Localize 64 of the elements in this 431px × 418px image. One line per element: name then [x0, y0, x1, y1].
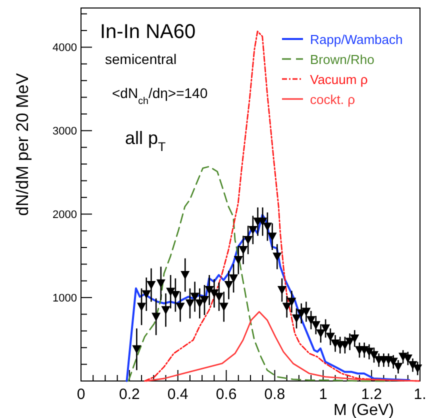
point: [248, 226, 258, 234]
point: [326, 332, 335, 342]
point: [287, 298, 296, 306]
point: [180, 271, 190, 280]
point: [292, 314, 302, 323]
point: [306, 316, 316, 325]
point: [408, 361, 418, 370]
point: [262, 222, 272, 232]
line-series: [145, 311, 420, 382]
point: [302, 308, 311, 316]
point: [244, 236, 253, 244]
x-tick-label: 1.: [414, 386, 426, 403]
point: [413, 364, 422, 373]
point: [161, 306, 170, 315]
annotation: <dN$_{ch}$/dη>=140: [112, 85, 208, 106]
x-axis-title: M (GeV): [334, 402, 394, 418]
point: [176, 302, 185, 312]
point: [282, 302, 292, 312]
x-tick-label: 1.2: [361, 386, 382, 403]
y-tick-label: 4000: [52, 42, 77, 54]
point: [268, 232, 277, 242]
legend-label: Rapp/Wambach: [310, 32, 403, 47]
x-tick-label: 0.2: [119, 386, 140, 403]
point: [224, 281, 234, 290]
point: [394, 362, 403, 372]
point: [142, 290, 151, 299]
point: [132, 345, 142, 354]
point: [238, 246, 248, 254]
y-tick-label: 1000: [52, 292, 77, 305]
point: [185, 299, 194, 308]
point: [229, 274, 238, 283]
line-series: [128, 166, 391, 382]
point: [316, 329, 326, 338]
point: [340, 341, 350, 350]
point: [234, 256, 243, 265]
annotation: all p$_{T}$: [125, 128, 166, 154]
point: [152, 312, 161, 322]
point: [137, 302, 146, 312]
point: [272, 252, 282, 262]
y-tick-label: 3000: [52, 126, 77, 138]
legend-label: Brown/Rho: [310, 52, 374, 67]
legend-label: Vacuum ρ: [310, 72, 368, 87]
annotation: semicentral: [105, 51, 177, 67]
y-axis-title: dN/dM per 20 MeV: [13, 72, 32, 216]
point: [311, 321, 320, 330]
x-tick-label: 1: [318, 386, 328, 403]
x-tick-label: 0.6: [216, 386, 237, 403]
point: [258, 218, 268, 226]
point: [350, 334, 360, 343]
y-tick-label: 2000: [52, 209, 77, 222]
annotation: In-In NA60: [100, 21, 196, 43]
point: [204, 286, 214, 295]
point: [190, 292, 200, 302]
point: [166, 288, 176, 296]
point: [321, 324, 330, 333]
x-tick-label: 0.4: [167, 386, 188, 403]
point: [156, 279, 166, 288]
line-series: [126, 214, 410, 382]
x-tick-label: 0: [76, 386, 86, 403]
x-tick-label: 0.8: [264, 386, 286, 403]
point: [214, 292, 224, 302]
point: [219, 302, 228, 312]
point: [146, 281, 156, 290]
legend-label: cockt. ρ: [310, 92, 355, 107]
